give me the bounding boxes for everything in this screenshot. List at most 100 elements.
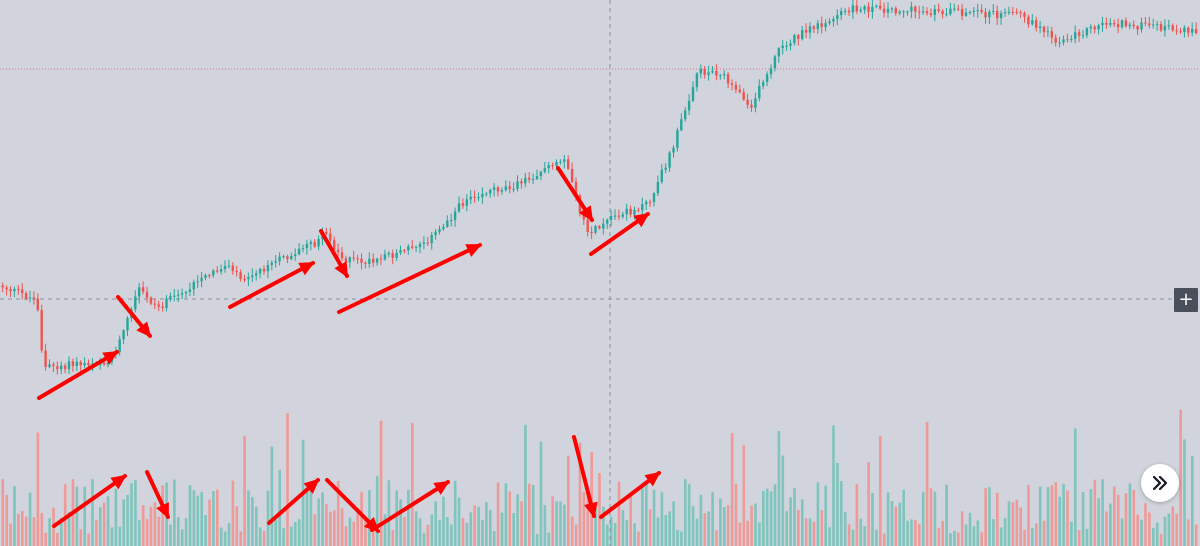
- volume-bar: [1109, 503, 1112, 546]
- candle: [769, 64, 773, 79]
- candle-body: [426, 242, 429, 244]
- candle-body: [1015, 11, 1018, 13]
- candle-body: [309, 241, 312, 244]
- candle-body: [333, 240, 336, 250]
- crosshair-add-button[interactable]: +: [1174, 288, 1198, 312]
- candle-body: [804, 30, 808, 33]
- candle-body: [352, 257, 355, 259]
- volume-pane: [1, 409, 1198, 546]
- candle-body: [1054, 37, 1057, 43]
- volume-bar: [531, 485, 535, 546]
- candle-body: [411, 246, 414, 248]
- volume-bar: [235, 506, 239, 546]
- candle-body: [609, 216, 613, 220]
- candle: [992, 4, 995, 15]
- candle: [134, 290, 137, 313]
- candle: [808, 22, 812, 39]
- volume-bar: [843, 512, 847, 546]
- volume-bar: [1132, 490, 1136, 546]
- arrow-head: [303, 478, 320, 494]
- volume-bar: [570, 516, 574, 546]
- candle-body: [988, 11, 991, 18]
- volume-bar: [36, 432, 40, 546]
- candle: [797, 33, 800, 46]
- candle-body: [270, 262, 273, 265]
- volume-bar: [1116, 494, 1120, 546]
- candle-body: [102, 362, 106, 365]
- candle: [438, 225, 441, 235]
- candle: [660, 164, 663, 184]
- volume-bar: [348, 517, 352, 546]
- candle-body: [886, 8, 890, 13]
- candle-body: [1148, 23, 1151, 26]
- volume-bar: [512, 513, 515, 546]
- volume-bar: [1050, 485, 1054, 546]
- candle-body: [48, 364, 51, 368]
- candle: [52, 362, 55, 373]
- candle-body: [1163, 26, 1167, 31]
- candle: [567, 155, 570, 171]
- candle-body: [855, 5, 858, 12]
- candle-body: [699, 68, 702, 74]
- volume-bar: [278, 469, 281, 546]
- candle: [824, 19, 827, 32]
- candle-body: [239, 272, 242, 279]
- candle-body: [71, 361, 75, 367]
- volume-bar: [1167, 513, 1171, 546]
- volume-bar: [1023, 529, 1026, 546]
- volume-bar: [555, 501, 558, 546]
- candle: [539, 170, 543, 181]
- candle-body: [356, 258, 359, 260]
- candle-body: [957, 8, 960, 10]
- volume-bar: [1179, 409, 1182, 546]
- scroll-to-realtime-button[interactable]: [1141, 464, 1179, 502]
- volume-bar: [1187, 519, 1190, 546]
- candle: [141, 281, 145, 295]
- candle-body: [964, 12, 968, 16]
- volume-bar: [707, 511, 710, 546]
- candle: [309, 239, 312, 251]
- volume-bar: [91, 479, 94, 546]
- volume-bar: [602, 506, 605, 546]
- volume-bar: [118, 526, 122, 546]
- candle-body: [1077, 32, 1081, 36]
- volume-bar: [450, 524, 453, 546]
- candle-body: [208, 275, 211, 277]
- candle: [914, 5, 917, 19]
- candle-body: [754, 98, 757, 108]
- volume-bar: [859, 518, 863, 546]
- volume-bar: [282, 528, 285, 546]
- volume-bar: [383, 514, 387, 546]
- annotation-arrow-up: [267, 478, 320, 525]
- candle: [243, 275, 246, 283]
- volume-bar: [407, 489, 410, 546]
- volume-bar: [855, 483, 859, 546]
- volume-bar: [765, 488, 769, 546]
- candle-body: [180, 293, 184, 295]
- candle: [1077, 29, 1081, 42]
- candle: [1046, 26, 1050, 37]
- volume-bar: [598, 473, 601, 546]
- volume-bar: [473, 505, 476, 546]
- candle-body: [403, 250, 406, 252]
- candle: [886, 2, 890, 18]
- volume-bar: [177, 517, 180, 546]
- candle: [855, 0, 858, 15]
- volume-bar: [797, 509, 800, 546]
- candle-body: [769, 68, 773, 75]
- candle-body: [777, 48, 780, 57]
- volume-bar: [270, 446, 274, 546]
- candle: [477, 192, 480, 202]
- volume-bar: [313, 514, 317, 546]
- volume-bar: [251, 497, 254, 546]
- volume-bar: [929, 488, 933, 546]
- volume-bar: [828, 527, 831, 546]
- candle-body: [1003, 12, 1007, 14]
- candle-body: [223, 266, 227, 270]
- volume-bar: [453, 480, 457, 546]
- candle-body: [949, 8, 952, 15]
- candle: [836, 9, 839, 26]
